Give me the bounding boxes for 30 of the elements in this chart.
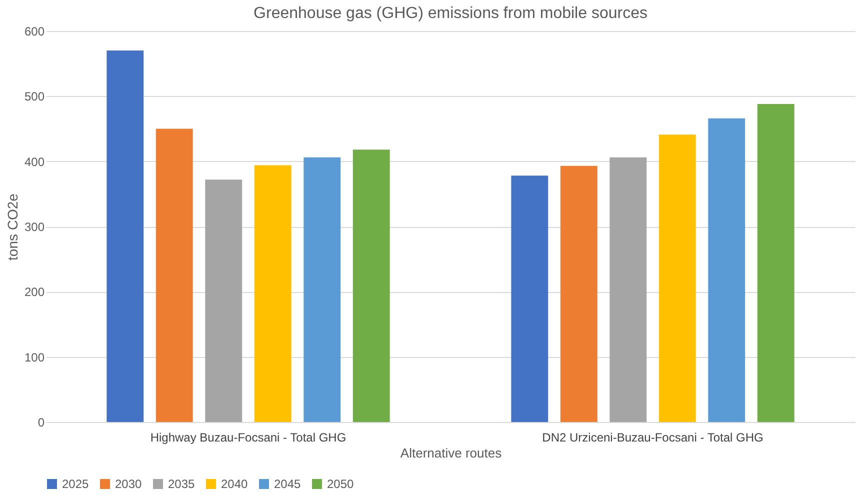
y-tick-label: 400 xyxy=(24,154,45,169)
y-tick-label: 300 xyxy=(24,220,45,234)
y-axis-title: tons CO2e xyxy=(4,193,20,260)
bar xyxy=(658,134,696,422)
bar xyxy=(511,176,548,422)
bar xyxy=(560,166,598,422)
bar xyxy=(352,150,390,422)
y-tick-label: 600 xyxy=(24,24,45,38)
bar xyxy=(708,118,746,422)
y-tick-label: 0 xyxy=(38,416,45,430)
y-tick-label: 500 xyxy=(24,90,45,104)
bar xyxy=(254,165,292,422)
legend-label: 2025 xyxy=(62,477,90,491)
x-axis-title: Alternative routes xyxy=(400,446,502,460)
legend-label: 2035 xyxy=(168,477,196,491)
bar xyxy=(610,157,647,422)
x-tick-label: Highway Buzau-Focsani - Total GHG xyxy=(150,430,346,444)
bar xyxy=(156,128,193,422)
bar xyxy=(757,104,794,422)
chart-title: Greenhouse gas (GHG) emissions from mobile sources xyxy=(254,5,648,22)
legend-label: 2030 xyxy=(115,477,142,491)
bar xyxy=(106,50,144,422)
bar xyxy=(304,157,341,422)
y-tick-label: 100 xyxy=(24,350,45,364)
legend-label: 2040 xyxy=(221,477,248,491)
bar xyxy=(205,180,242,422)
legend-label: 2045 xyxy=(274,477,302,491)
y-tick-label: 200 xyxy=(24,285,45,300)
x-tick-label: DN2 Urziceni-Buzau-Focsani - Total GHG xyxy=(542,430,764,444)
legend-label: 2050 xyxy=(327,477,354,491)
